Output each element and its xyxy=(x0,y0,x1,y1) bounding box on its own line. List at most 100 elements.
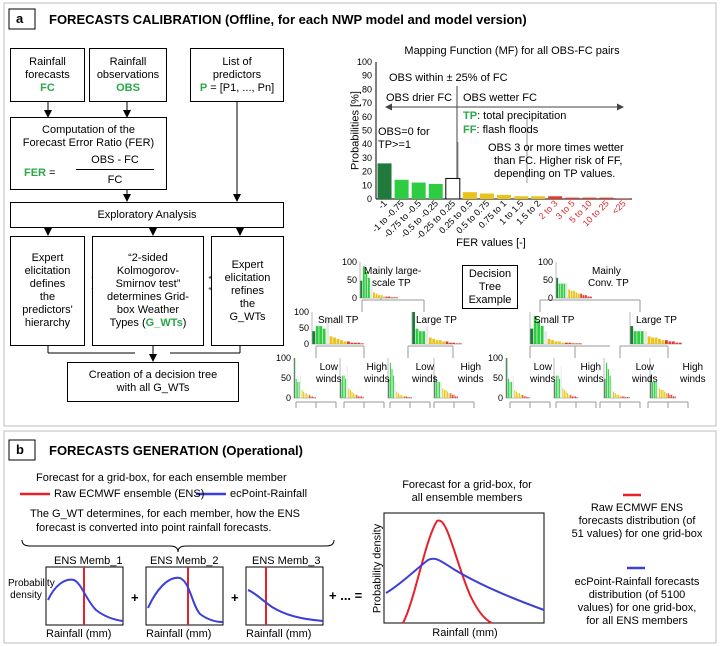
mini-bar xyxy=(668,341,672,344)
mini-bar xyxy=(506,358,508,398)
mini-bar xyxy=(410,397,412,398)
mini-bar xyxy=(573,290,575,298)
mini-bar xyxy=(661,340,665,344)
mini-bar xyxy=(388,296,391,298)
expert1-l5: predictors' xyxy=(22,304,73,316)
mini-bar xyxy=(329,336,333,344)
fer-fraction-bar xyxy=(76,169,154,170)
mini-bar xyxy=(511,382,513,398)
section-b-letter: b xyxy=(16,442,24,457)
mini-bar xyxy=(412,312,416,344)
leaf-high-winds-2: High winds xyxy=(458,362,484,386)
mini-bar xyxy=(349,390,351,398)
mini-bar xyxy=(563,390,565,398)
mini-bar xyxy=(409,397,411,398)
mini-bar xyxy=(440,382,442,398)
mf-xtick: <25 xyxy=(610,198,628,216)
mini-bar xyxy=(340,382,342,398)
mini-bar xyxy=(340,340,343,344)
mf-ytick: 80 xyxy=(362,84,372,94)
mini-bar xyxy=(442,341,446,344)
ann-obs0-l1: OBS=0 for xyxy=(378,126,430,138)
mini-tick: 0 xyxy=(286,393,291,403)
leaf7-l2: winds xyxy=(632,374,658,385)
expert1-l2: elicitation xyxy=(24,265,71,277)
ann-ff: FF: flash floods xyxy=(463,124,538,137)
leaf-low-winds-1: Low winds xyxy=(316,362,342,386)
leaf-high-winds-1: High winds xyxy=(364,362,390,386)
leaf3-l1: Low xyxy=(415,362,434,373)
mini-bar xyxy=(568,289,571,298)
mini-bar xyxy=(356,394,358,398)
node-conv: Mainly Conv. TP xyxy=(588,266,629,290)
ks-code: G_WTs xyxy=(145,317,183,329)
expert2-l1: Expert xyxy=(231,258,264,271)
mini-bar xyxy=(380,295,383,298)
member-plot-2 xyxy=(145,566,224,626)
mini-chart-4 xyxy=(529,312,582,345)
leaf-low-winds-2: Low winds xyxy=(412,362,438,386)
big-plot-title: Forecast for a grid-box, for all ensembl… xyxy=(382,479,552,505)
mini-bar xyxy=(404,396,406,398)
mf-chart-xlabel: FER values [-] xyxy=(456,237,526,249)
ks-l4: determines Grid- xyxy=(107,291,189,303)
mf-bar-12 xyxy=(582,197,597,199)
fc-line1: Rainfall xyxy=(29,55,66,68)
mf-chart-xticks: -1-1 to -0.75-0.75 to -0.5-0.5 to -0.25-… xyxy=(370,198,628,241)
obs-code: OBS xyxy=(116,81,140,94)
mini-bar xyxy=(674,396,676,398)
mini-bar xyxy=(528,397,530,398)
mini-chart-1: 100 50 0 xyxy=(538,257,592,303)
leaf2-l1: High xyxy=(366,362,388,373)
mini-bar xyxy=(422,331,426,344)
mini-bar xyxy=(637,331,641,344)
gwt-line1: The G_WT determines, for each member, ho… xyxy=(30,508,301,520)
mini-bar xyxy=(353,393,355,398)
mini-bar xyxy=(343,341,347,344)
mini-bar xyxy=(297,382,299,398)
mini-bar xyxy=(564,342,568,344)
mini-bar xyxy=(435,340,439,344)
mf-bar-11 xyxy=(565,197,580,199)
leaf4-l2: winds xyxy=(458,374,484,385)
dt-label-l1: Decision xyxy=(468,267,512,280)
decision-tree-creation-box: Creation of a decision tree with all G_W… xyxy=(67,362,239,402)
tree-l1: Creation of a decision tree xyxy=(88,369,218,381)
mini-bar xyxy=(351,391,353,398)
mini-bar xyxy=(628,397,630,398)
mf-ytick: 60 xyxy=(362,112,372,122)
mini-bar xyxy=(565,283,568,298)
ann-drier: OBS drier FC xyxy=(386,92,453,104)
mini-bar xyxy=(509,382,511,398)
mini-bar xyxy=(578,343,582,344)
rainfall-observations-box: Rainfall observations OBS xyxy=(89,48,167,102)
mini-bar xyxy=(616,394,618,398)
mini-bar xyxy=(314,397,316,398)
mini-bar xyxy=(362,397,364,398)
mini-bar xyxy=(365,272,368,298)
pred-list: = [P1, ..., Pn] xyxy=(207,81,275,94)
mini-bar xyxy=(445,390,447,398)
rainfall-forecasts-box: Rainfall forecasts FC xyxy=(10,48,85,102)
mini-bar xyxy=(651,337,654,344)
mini-bar xyxy=(570,394,572,398)
exploratory-analysis-box: Exploratory Analysis xyxy=(10,202,284,228)
mf-chart-bars xyxy=(377,163,631,200)
mini-bar xyxy=(554,382,556,398)
pd-ylabel: Probability density xyxy=(8,578,55,602)
mini-bar xyxy=(391,369,393,398)
mf-ytick: 10 xyxy=(362,180,372,190)
mini-tick: 50 xyxy=(347,275,357,285)
dt-label-l3: Example xyxy=(468,293,512,306)
combined-distribution-plot xyxy=(383,512,545,624)
mini-bar xyxy=(311,396,313,398)
mini-bar xyxy=(555,375,557,398)
leaf-high-winds-3: High winds xyxy=(578,362,604,386)
node-large-tp-right: Large TP xyxy=(636,315,677,326)
fer-line1: Computation of the xyxy=(42,124,135,136)
mini-bar xyxy=(362,266,365,298)
mf-ytick: 70 xyxy=(362,98,372,108)
mini-bar xyxy=(425,326,429,344)
mini-bar xyxy=(640,331,644,344)
mini-bar xyxy=(675,342,679,344)
